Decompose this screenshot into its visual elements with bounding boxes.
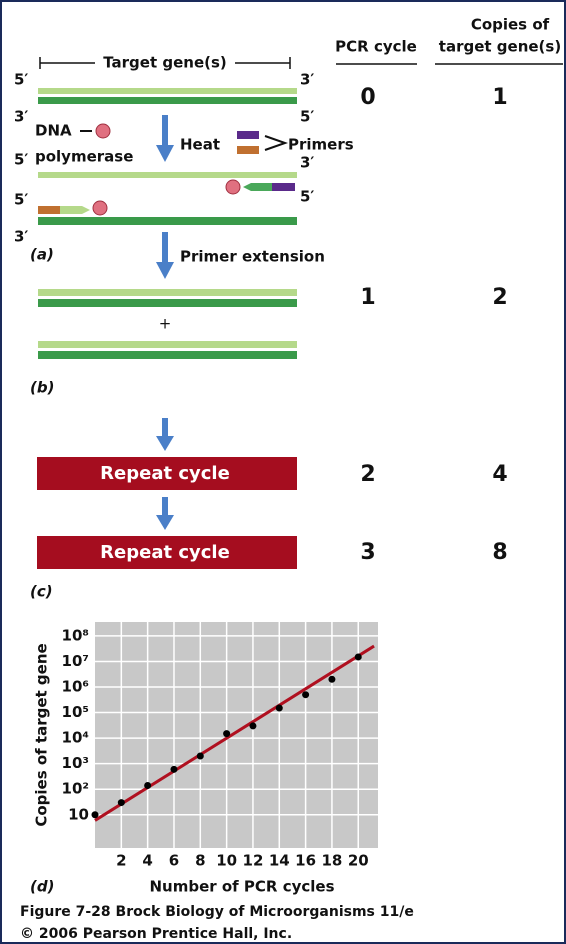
header-copies: target gene(s) — [439, 38, 561, 56]
strand — [38, 289, 297, 296]
strand-end: 5′ — [300, 108, 314, 126]
strand — [38, 172, 297, 178]
strand-end: 3′ — [14, 108, 28, 126]
caption: © 2006 Pearson Prentice Hall, Inc. — [20, 926, 292, 942]
header-cycle: PCR cycle — [335, 38, 417, 56]
cycle-number: 0 — [360, 85, 375, 110]
primer — [243, 183, 272, 191]
cycle-number: 1 — [360, 285, 375, 310]
data-point — [92, 811, 99, 818]
strand — [38, 299, 297, 307]
data-point — [197, 752, 204, 759]
data-point — [223, 730, 230, 737]
y-tick-label: 10⁴ — [62, 729, 89, 747]
cycle-number: 2 — [360, 462, 375, 487]
copy-number: 8 — [492, 540, 507, 565]
strand-end: 3′ — [14, 228, 28, 246]
strand-end: 5′ — [300, 188, 314, 206]
cycle-number: 3 — [360, 540, 375, 565]
y-tick-label: 10⁶ — [62, 678, 89, 696]
y-tick-label: 10⁸ — [62, 626, 89, 644]
panel-label: (a) — [30, 246, 54, 264]
primer — [38, 206, 60, 214]
primer — [237, 131, 259, 139]
panel-label: (d) — [30, 878, 54, 896]
primer — [237, 146, 259, 154]
extension-label: Primer extension — [180, 248, 325, 266]
polymerase — [226, 180, 240, 194]
panel-label: (b) — [30, 379, 54, 397]
copy-number: 2 — [492, 285, 507, 310]
repeat-label: Repeat cycle — [100, 542, 230, 563]
strand — [38, 351, 297, 359]
x-tick-label: 20 — [348, 852, 369, 870]
strand-end: 3′ — [300, 154, 314, 172]
arrow — [156, 497, 174, 530]
x-tick-label: 12 — [243, 852, 264, 870]
x-tick-label: 16 — [295, 852, 316, 870]
copy-number: 1 — [492, 85, 507, 110]
copy-number: 4 — [492, 462, 507, 487]
polymerase-label: DNA — [35, 122, 72, 140]
x-tick-label: 6 — [169, 852, 179, 870]
primer — [60, 206, 90, 214]
target-label: Target gene(s) — [103, 54, 227, 72]
strand — [38, 88, 297, 94]
strand — [38, 217, 297, 225]
data-point — [170, 766, 177, 773]
caption: Figure 7-28 Brock Biology of Microorgani… — [20, 904, 414, 920]
data-point — [302, 691, 309, 698]
y-tick-label: 10² — [62, 780, 89, 798]
y-tick-label: 10⁵ — [62, 703, 89, 721]
plus: + — [159, 315, 172, 333]
strand-end: 3′ — [300, 71, 314, 89]
y-tick-label: 10 — [68, 805, 89, 823]
data-point — [118, 799, 125, 806]
polymerase — [96, 124, 110, 138]
x-axis-label: Number of PCR cycles — [149, 878, 334, 896]
arrow — [156, 418, 174, 451]
data-point — [249, 722, 256, 729]
strand — [38, 341, 297, 348]
primer — [272, 183, 295, 191]
repeat-label: Repeat cycle — [100, 463, 230, 484]
bracket — [265, 136, 285, 150]
x-tick-label: 18 — [321, 852, 342, 870]
panel-label: (c) — [30, 583, 53, 601]
x-tick-label: 14 — [269, 852, 290, 870]
strand — [38, 97, 297, 104]
strand-end: 5′ — [14, 71, 28, 89]
primers-label: Primers — [288, 136, 354, 154]
polymerase — [93, 201, 107, 215]
polymerase-label: polymerase — [35, 148, 133, 166]
x-tick-label: 10 — [216, 852, 237, 870]
strand-end: 5′ — [14, 191, 28, 209]
x-tick-label: 4 — [142, 852, 152, 870]
header-copies: Copies of — [471, 16, 550, 34]
x-tick-label: 2 — [116, 852, 126, 870]
heat-label: Heat — [180, 136, 220, 154]
figure: Copies of target gene(s) PCR cycle Targe… — [0, 0, 566, 944]
y-tick-label: 10⁷ — [62, 652, 89, 670]
data-point — [144, 782, 151, 789]
strand-end: 5′ — [14, 151, 28, 169]
data-point — [328, 676, 335, 683]
data-point — [355, 653, 362, 660]
y-tick-label: 10³ — [62, 754, 89, 772]
arrow — [156, 115, 174, 162]
arrow — [156, 232, 174, 279]
y-axis-label: Copies of target gene — [33, 643, 51, 826]
data-point — [276, 705, 283, 712]
x-tick-label: 8 — [195, 852, 205, 870]
